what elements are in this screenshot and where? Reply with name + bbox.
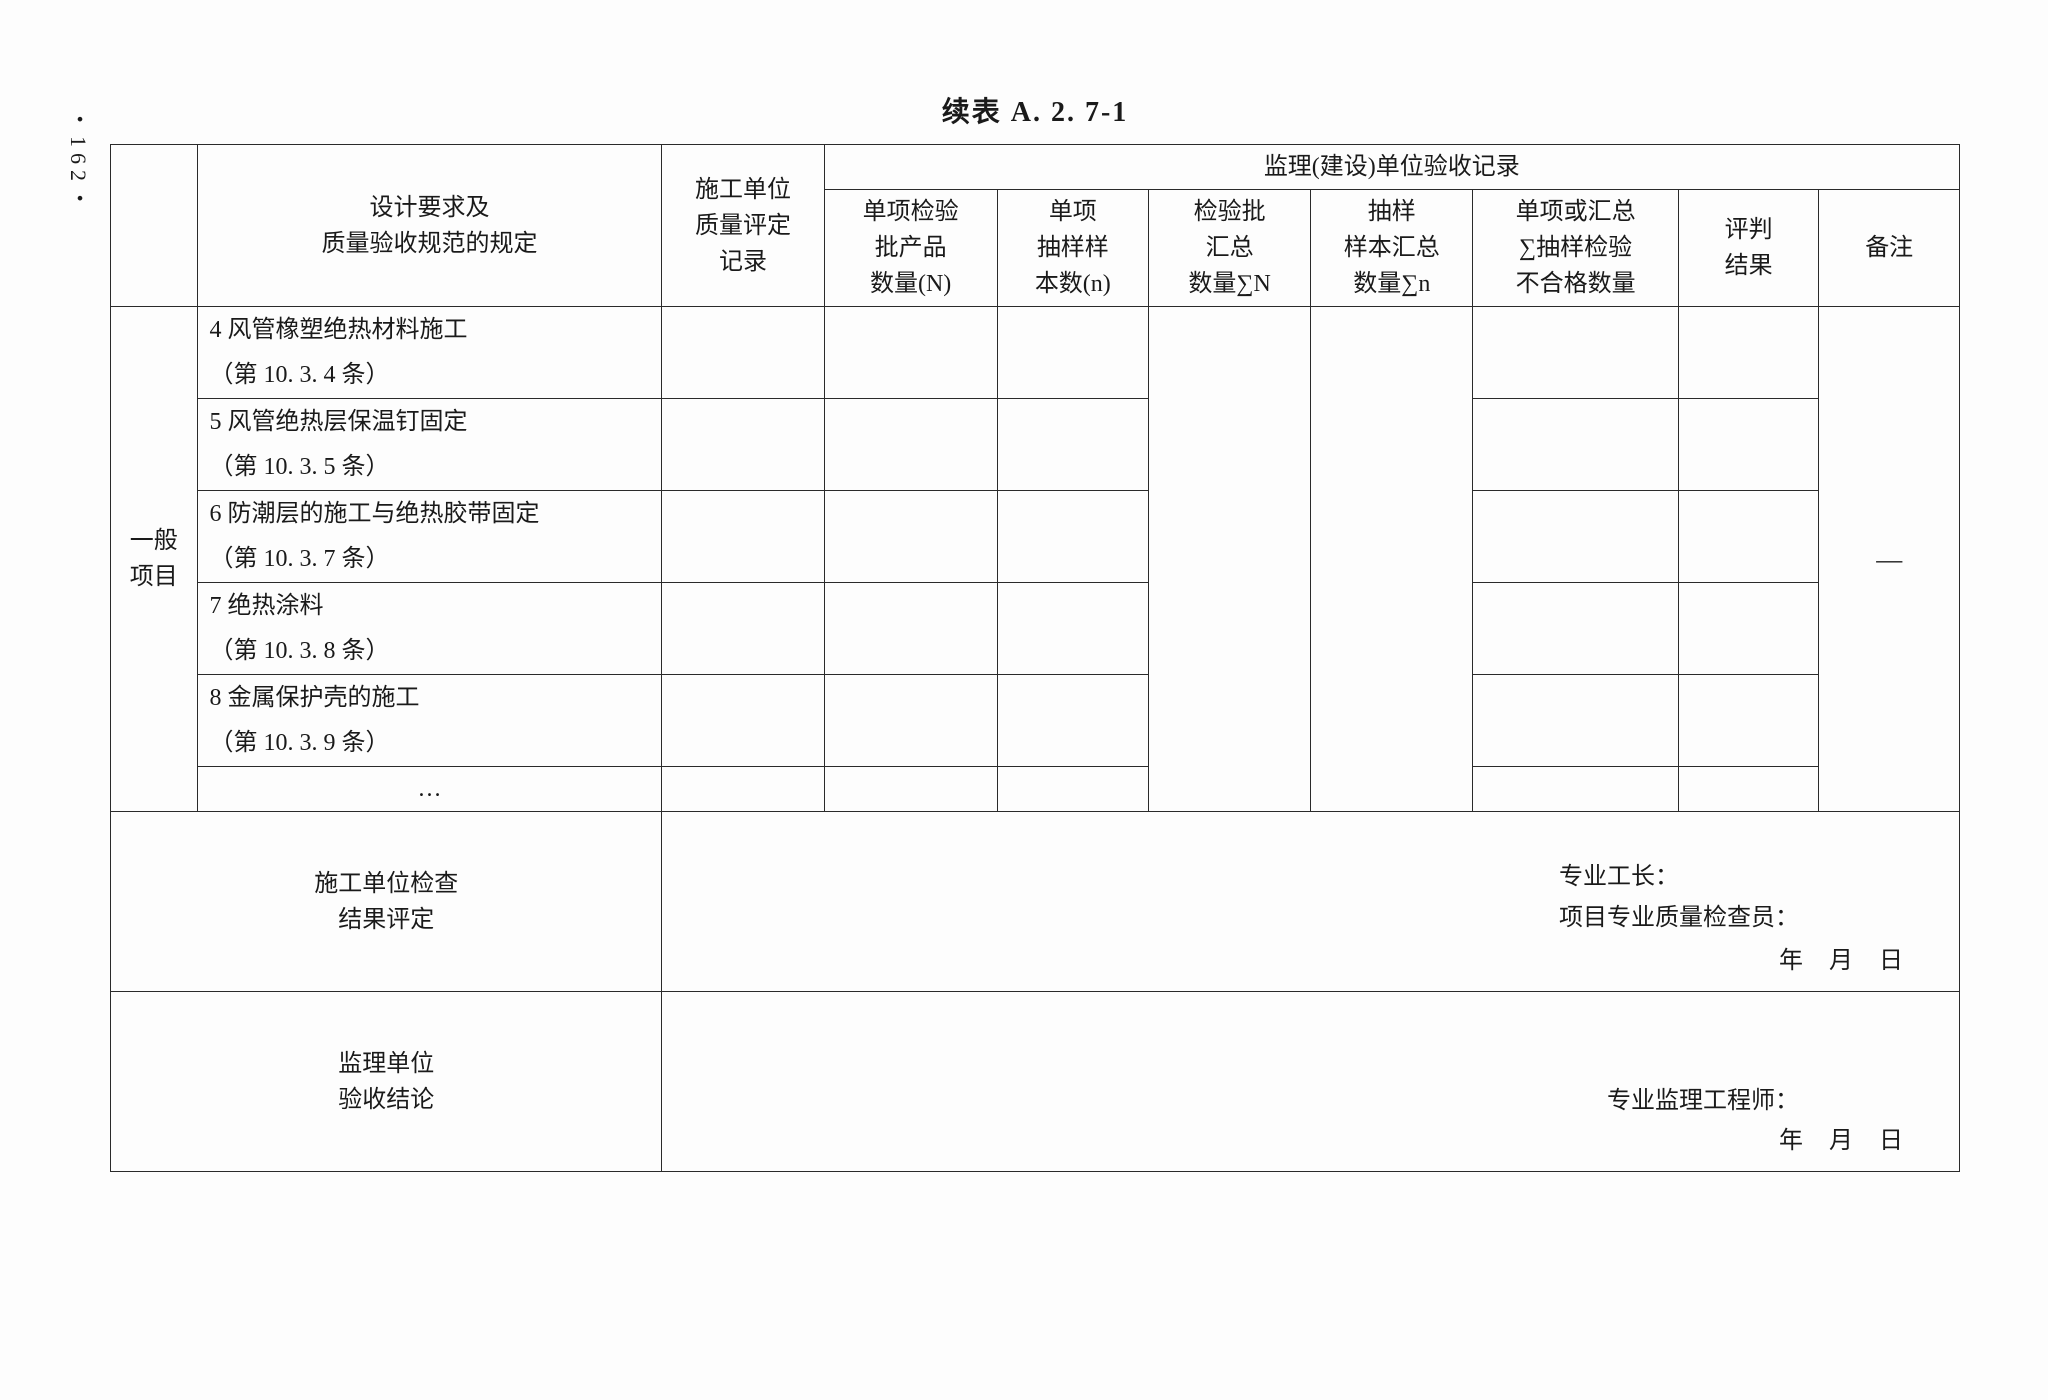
cell — [824, 583, 997, 675]
cell — [1678, 399, 1819, 491]
cell — [1678, 307, 1819, 399]
row-ref: （第 10. 3. 5 条） — [197, 445, 662, 491]
cell — [662, 583, 824, 675]
cell — [1473, 307, 1678, 399]
page-dot-bottom: ・ — [66, 187, 91, 215]
cell — [662, 491, 824, 583]
inspection-table: 设计要求及 质量验收规范的规定 施工单位 质量评定 记录 监理(建设)单位验收记… — [110, 144, 1960, 1172]
cell — [824, 767, 997, 812]
footer1-date: 年月日 — [1779, 943, 1929, 979]
cell — [1678, 491, 1819, 583]
header-category — [111, 145, 198, 307]
header-sub4: 抽样 样本汇总 数量∑n — [1311, 190, 1473, 307]
footer2-signatures: 专业监理工程师： — [1607, 1083, 1799, 1119]
table-title: 续表 A. 2. 7-1 — [110, 90, 1960, 130]
cell — [824, 399, 997, 491]
table-row: 7 绝热涂料 — [111, 583, 1960, 629]
row-text: 4 风管橡塑绝热材料施工 — [197, 307, 662, 353]
header-sub6: 评判 结果 — [1678, 190, 1819, 307]
row-text: 7 绝热涂料 — [197, 583, 662, 629]
page-number: ・162・ — [62, 108, 94, 215]
cell — [997, 583, 1148, 675]
header-row-1: 设计要求及 质量验收规范的规定 施工单位 质量评定 记录 监理(建设)单位验收记… — [111, 145, 1960, 190]
remark-cell: — — [1819, 307, 1960, 812]
ellipsis-cell: … — [197, 767, 662, 812]
footer2-sig: 专业监理工程师： — [1607, 1083, 1799, 1119]
page-dot-top: ・ — [66, 108, 91, 136]
header-construction: 施工单位 质量评定 记录 — [662, 145, 824, 307]
cell — [1473, 399, 1678, 491]
footer2-sig-block: 专业监理工程师： 年月日 — [662, 992, 1960, 1172]
cell — [997, 491, 1148, 583]
cell — [662, 307, 824, 399]
row-ref: （第 10. 3. 4 条） — [197, 353, 662, 399]
footer2-date: 年月日 — [1779, 1123, 1929, 1159]
header-sub7: 备注 — [1819, 190, 1960, 307]
header-supervisor: 监理(建设)单位验收记录 — [824, 145, 1959, 190]
cell — [824, 675, 997, 767]
footer-row-1: 施工单位检查 结果评定 专业工长： 项目专业质量检查员： 年月日 — [111, 812, 1960, 992]
footer-row-2: 监理单位 验收结论 专业监理工程师： 年月日 — [111, 992, 1960, 1172]
footer1-signatures: 专业工长： 项目专业质量检查员： — [1559, 857, 1799, 939]
row-text: 5 风管绝热层保温钉固定 — [197, 399, 662, 445]
cell — [997, 399, 1148, 491]
row-text: 8 金属保护壳的施工 — [197, 675, 662, 721]
row-ref: （第 10. 3. 9 条） — [197, 721, 662, 767]
cell — [1473, 491, 1678, 583]
header-sub5: 单项或汇总 ∑抽样检验 不合格数量 — [1473, 190, 1678, 307]
ellipsis-row: … — [111, 767, 1960, 812]
table-row: 5 风管绝热层保温钉固定 — [111, 399, 1960, 445]
cell — [1678, 675, 1819, 767]
table-row: 8 金属保护壳的施工 — [111, 675, 1960, 721]
category-cell: 一般 项目 — [111, 307, 198, 812]
footer2-label: 监理单位 验收结论 — [111, 992, 662, 1172]
cell — [1149, 307, 1311, 812]
row-ref: （第 10. 3. 8 条） — [197, 629, 662, 675]
cell — [997, 767, 1148, 812]
cell — [1678, 767, 1819, 812]
header-sub3: 检验批 汇总 数量∑N — [1149, 190, 1311, 307]
header-sub1: 单项检验 批产品 数量(N) — [824, 190, 997, 307]
cell — [1678, 583, 1819, 675]
cell — [1473, 767, 1678, 812]
cell — [997, 675, 1148, 767]
footer1-sig2: 项目专业质量检查员： — [1559, 898, 1799, 939]
footer1-sig1: 专业工长： — [1559, 857, 1799, 898]
row-text: 6 防潮层的施工与绝热胶带固定 — [197, 491, 662, 537]
cell — [997, 307, 1148, 399]
cell — [1473, 675, 1678, 767]
footer1-sig-block: 专业工长： 项目专业质量检查员： 年月日 — [662, 812, 1960, 992]
row-ref: （第 10. 3. 7 条） — [197, 537, 662, 583]
cell — [824, 307, 997, 399]
header-design: 设计要求及 质量验收规范的规定 — [197, 145, 662, 307]
cell — [662, 675, 824, 767]
cell — [1473, 583, 1678, 675]
table-row: 6 防潮层的施工与绝热胶带固定 — [111, 491, 1960, 537]
table-row: 一般 项目 4 风管橡塑绝热材料施工 — — [111, 307, 1960, 353]
cell — [662, 767, 824, 812]
cell — [1311, 307, 1473, 812]
cell — [824, 491, 997, 583]
header-sub2: 单项 抽样样 本数(n) — [997, 190, 1148, 307]
cell — [662, 399, 824, 491]
footer1-label: 施工单位检查 结果评定 — [111, 812, 662, 992]
page-content: 续表 A. 2. 7-1 设计要求及 质量验收规范的规定 施工单位 质量评定 记… — [110, 90, 1960, 1172]
page-number-value: 162 — [66, 136, 91, 187]
